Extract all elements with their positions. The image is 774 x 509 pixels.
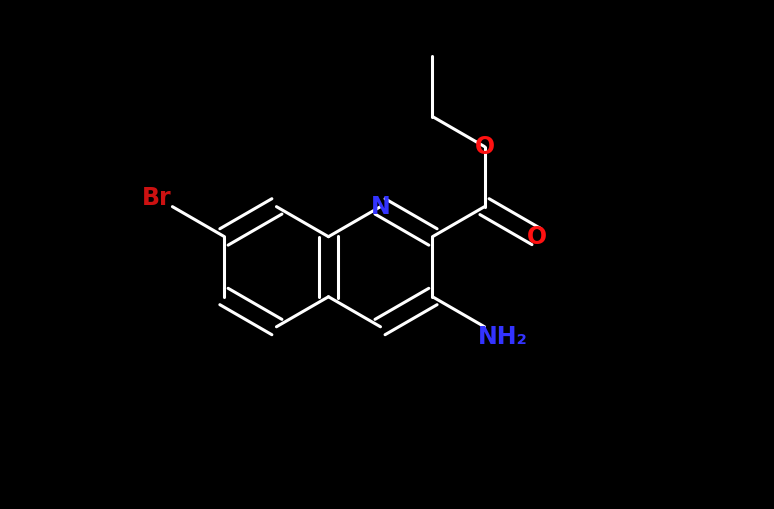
Text: O: O (474, 134, 495, 159)
Text: NH₂: NH₂ (478, 325, 528, 349)
Text: Br: Br (142, 186, 172, 210)
Text: N: N (371, 194, 390, 219)
Text: O: O (526, 224, 546, 249)
